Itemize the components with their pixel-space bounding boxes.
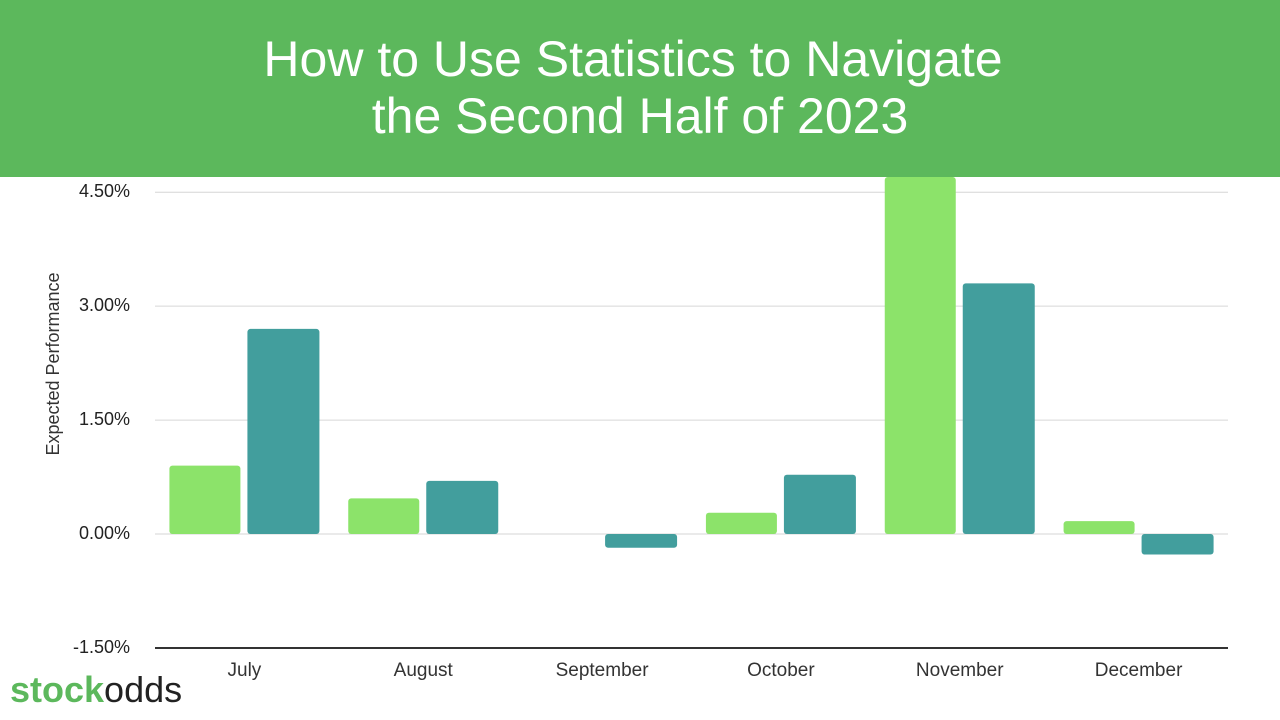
y-tick-label: 0.00% (79, 523, 130, 543)
x-tick-label: September (556, 660, 650, 681)
logo: stockodds (10, 669, 182, 710)
bar (705, 512, 777, 535)
bar (247, 328, 320, 535)
y-tick-label: 4.50% (79, 181, 130, 201)
y-tick-label: 1.50% (79, 409, 130, 429)
bar (1141, 534, 1214, 555)
bar (1063, 521, 1135, 535)
y-tick-label: -1.50% (73, 637, 130, 657)
bar (426, 480, 499, 535)
y-axis-label: Expected Performance (43, 272, 63, 455)
bar (169, 465, 241, 535)
logo-part: stock (10, 669, 105, 710)
x-tick-label: November (916, 660, 1004, 681)
bar (783, 474, 856, 535)
bar (884, 177, 956, 535)
bar (605, 534, 678, 548)
plot-area: -1.50% 0.00% 1.50% 3.00% 4.50% July August Sept… (73, 177, 1228, 681)
y-tick-label: 3.00% (79, 295, 130, 315)
logo-part: odds (104, 669, 182, 710)
banner-title: the Second Half of 2023 (372, 88, 909, 144)
x-tick-label: August (394, 660, 454, 681)
banner (0, 0, 1280, 177)
x-tick-label: July (228, 660, 262, 681)
x-tick-label: December (1095, 660, 1183, 681)
bar (348, 498, 420, 535)
x-tick-label: October (747, 660, 815, 681)
banner-title: How to Use Statistics to Navigate (263, 31, 1002, 87)
bar (962, 283, 1035, 535)
